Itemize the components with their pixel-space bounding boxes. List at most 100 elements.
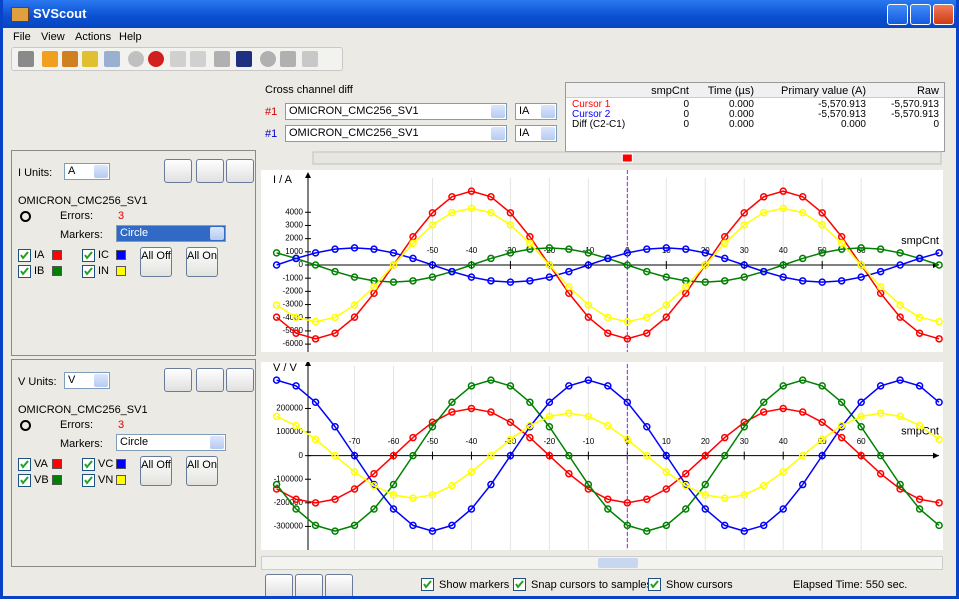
checkbox[interactable]: [18, 458, 31, 471]
x-tick-label: -70: [349, 437, 361, 446]
channel-select[interactable]: IA: [515, 125, 557, 142]
tool-button[interactable]: [170, 51, 186, 67]
tool-button[interactable]: [280, 51, 296, 67]
table-cell: -5,570.913: [891, 109, 939, 120]
zoom-out-button[interactable]: [325, 574, 353, 598]
y-tick-label: 4000: [285, 207, 303, 216]
menu-item[interactable]: File: [13, 31, 31, 43]
tool-button[interactable]: [190, 51, 206, 67]
minimize-button[interactable]: [887, 4, 908, 25]
y-tick-label: 2000: [285, 234, 303, 243]
current-chart: -50-40-30-20-100102030405060-6000-5000-4…: [261, 150, 943, 352]
table-header-bg: [566, 83, 944, 98]
tool-button[interactable]: [104, 51, 120, 67]
check-mark: [83, 475, 94, 486]
check-mark: [514, 579, 525, 590]
channel-color: [52, 266, 62, 276]
tool-button[interactable]: [302, 51, 318, 67]
tool-button[interactable]: [82, 51, 98, 67]
scroll-thumb[interactable]: [598, 558, 638, 568]
channel-panel: V Units:VOMICRON_CMC256_SV1Errors:3Marke…: [11, 359, 256, 567]
x-tick-label: -20: [544, 437, 556, 446]
checkbox[interactable]: [513, 578, 526, 591]
check-mark: [19, 459, 30, 470]
check-mark: [83, 266, 94, 277]
errors-label: Errors:: [60, 210, 93, 222]
fit-button[interactable]: [295, 574, 323, 598]
checkbox[interactable]: [648, 578, 661, 591]
dropdown-arrow[interactable]: [541, 127, 555, 140]
tool-button[interactable]: [18, 51, 34, 67]
close-button[interactable]: [933, 4, 954, 25]
x-tick-label: 20: [701, 437, 710, 446]
channel-label: VA: [34, 458, 48, 470]
menu-item[interactable]: Actions: [75, 31, 111, 43]
channel-color: [116, 250, 126, 260]
menu-item[interactable]: Help: [119, 31, 142, 43]
dropdown-arrow[interactable]: [94, 374, 108, 387]
y-axis-label: I / A: [273, 174, 293, 186]
tool-button[interactable]: [214, 51, 230, 67]
dropdown-arrow[interactable]: [491, 105, 505, 118]
channel-select[interactable]: IA: [515, 103, 557, 120]
channel-id: #1: [265, 106, 277, 118]
check-mark: [19, 250, 30, 261]
checkbox[interactable]: [18, 265, 31, 278]
channel-color: [116, 459, 126, 469]
toggle-button[interactable]: All On: [186, 456, 218, 486]
units-value: A: [68, 165, 75, 177]
toggle-button[interactable]: All On: [186, 247, 218, 277]
zoom-button[interactable]: [265, 574, 293, 598]
table-cell: 0.000: [841, 119, 866, 130]
y-tick-label: -3000: [283, 300, 304, 309]
stream-name: OMICRON_CMC256_SV1: [289, 127, 419, 139]
stream-name: OMICRON_CMC256_SV1: [289, 105, 419, 117]
menu-item[interactable]: View: [41, 31, 65, 43]
option-label: Show cursors: [666, 579, 733, 591]
dropdown-arrow[interactable]: [210, 227, 224, 240]
units-label: I Units:: [18, 167, 52, 179]
tool-button[interactable]: [148, 51, 164, 67]
checkbox[interactable]: [82, 249, 95, 262]
units-select[interactable]: V: [64, 372, 110, 389]
check-mark: [422, 579, 433, 590]
markers-select[interactable]: Circle: [116, 225, 226, 242]
zoom-button[interactable]: [164, 159, 192, 183]
tool-button[interactable]: [42, 51, 58, 67]
dropdown-arrow[interactable]: [94, 165, 108, 178]
markers-select[interactable]: Circle: [116, 434, 226, 451]
y-tick-label: 0: [299, 451, 304, 460]
checkbox[interactable]: [82, 474, 95, 487]
toggle-button[interactable]: All Off: [140, 247, 172, 277]
channel-color: [52, 250, 62, 260]
maximize-button[interactable]: [910, 4, 931, 25]
tool-button[interactable]: [128, 51, 144, 67]
voltage-chart: -70-60-50-40-30-20-100102030405060-30000…: [261, 362, 943, 552]
x-tick-label: 60: [857, 437, 866, 446]
dropdown-arrow[interactable]: [541, 105, 555, 118]
stream-select[interactable]: OMICRON_CMC256_SV1: [285, 103, 507, 120]
dropdown-arrow[interactable]: [491, 127, 505, 140]
zoom-button[interactable]: [164, 368, 192, 392]
horizontal-scrollbar[interactable]: [261, 556, 943, 570]
status-icon: [20, 420, 31, 431]
zoom-button[interactable]: [226, 368, 254, 392]
checkbox[interactable]: [18, 474, 31, 487]
stream-select[interactable]: OMICRON_CMC256_SV1: [285, 125, 507, 142]
checkbox[interactable]: [82, 458, 95, 471]
app-window: SVScout File View Actions Help Cross cha…: [0, 0, 959, 599]
checkbox[interactable]: [421, 578, 434, 591]
check-mark: [83, 459, 94, 470]
tool-button[interactable]: [236, 51, 252, 67]
units-select[interactable]: A: [64, 163, 110, 180]
units-label: V Units:: [18, 376, 57, 388]
zoom-button[interactable]: [196, 159, 224, 183]
toggle-button[interactable]: All Off: [140, 456, 172, 486]
tool-button[interactable]: [62, 51, 78, 67]
zoom-button[interactable]: [226, 159, 254, 183]
dropdown-arrow[interactable]: [210, 436, 224, 449]
checkbox[interactable]: [82, 265, 95, 278]
zoom-button[interactable]: [196, 368, 224, 392]
tool-button[interactable]: [260, 51, 276, 67]
checkbox[interactable]: [18, 249, 31, 262]
